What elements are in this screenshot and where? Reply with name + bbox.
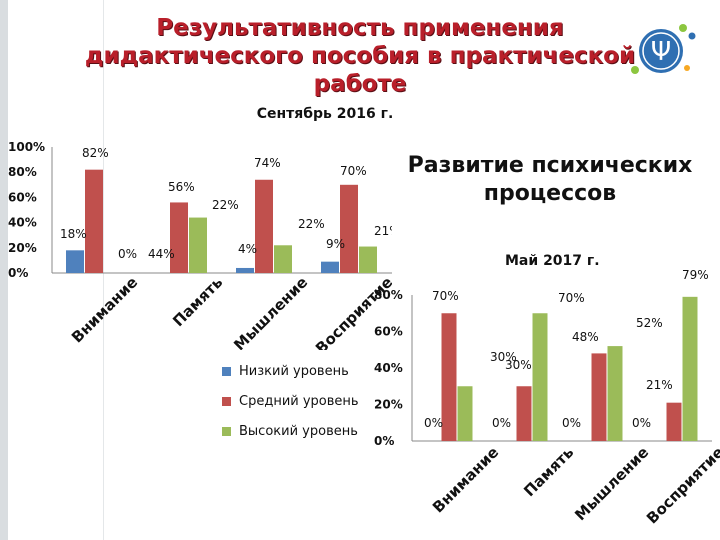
psi-logo-icon: Ψ: [631, 24, 696, 74]
data-label: 56%: [168, 180, 195, 194]
data-label: 74%: [254, 156, 281, 170]
data-label: 70%: [558, 291, 585, 305]
data-label: 0%: [118, 247, 137, 261]
bar-high: [607, 346, 623, 441]
data-label: 0%: [562, 416, 581, 430]
y-tick-label: 60%: [374, 325, 403, 339]
y-tick-label: 40%: [8, 216, 37, 230]
legend-item-high: Высокий уровень: [222, 416, 359, 446]
category-label: Мышление: [571, 443, 652, 524]
legend-label-mid: Средний уровень: [239, 393, 359, 409]
side-heading: Развитие психических процессов: [407, 153, 693, 206]
category-label: Внимание: [429, 443, 502, 516]
legend: Низкий уровень Средний уровень Высокий у…: [222, 356, 359, 446]
data-label: 79%: [682, 268, 709, 282]
svg-text:Ψ: Ψ: [651, 37, 671, 67]
bar-low: [236, 267, 254, 273]
legend-item-mid: Средний уровень: [222, 386, 359, 416]
bar-mid: [441, 313, 457, 441]
slide-title: Результативность применения дидактическо…: [84, 15, 636, 97]
data-label: 70%: [432, 289, 459, 303]
bar-mid: [516, 386, 532, 441]
data-label: 48%: [572, 330, 599, 344]
legend-label-high: Высокий уровень: [239, 423, 358, 439]
data-label: 0%: [632, 416, 651, 430]
y-tick-label: 0%: [374, 434, 394, 448]
y-tick-label: 100%: [8, 140, 45, 154]
data-label: 18%: [60, 227, 87, 241]
chart-may-2017: 0% 20% 40% 60% 80% Внимание ПамятьМышлениеВосп…: [374, 268, 720, 527]
bar-high: [682, 296, 698, 441]
bar-low: [66, 250, 84, 273]
data-label: 22%: [212, 198, 239, 212]
bar-mid: [85, 169, 103, 273]
data-label: 9%: [326, 237, 345, 251]
data-label: 0%: [492, 416, 511, 430]
data-label: 82%: [82, 146, 109, 160]
y-tick-label: 60%: [8, 190, 37, 204]
y-tick-label: 20%: [374, 398, 403, 412]
bar-mid: [591, 353, 607, 441]
category-label: Мышление: [230, 273, 311, 350]
data-label: 30%: [505, 358, 532, 372]
data-label: 44%: [148, 247, 175, 261]
legend-label-low: Низкий уровень: [239, 363, 349, 379]
category-label: Память: [169, 273, 226, 330]
y-tick-label: 80%: [374, 288, 403, 302]
legend-item-low: Низкий уровень: [222, 356, 359, 386]
chart2-title: Май 2017 г.: [505, 253, 600, 269]
y-tick-label: 80%: [8, 165, 37, 179]
bar-mid: [340, 184, 358, 273]
data-label: 30%: [490, 350, 517, 364]
decor-line: [103, 0, 104, 540]
bar-high: [189, 217, 207, 273]
bar-high: [359, 246, 377, 273]
chart1-title: Сентябрь 2016 г.: [256, 106, 394, 122]
category-label: Внимание: [68, 273, 141, 346]
legend-swatch-high: [222, 426, 231, 436]
bar-high: [532, 313, 548, 441]
data-label: 21%: [646, 378, 673, 392]
y-tick-label: 0%: [8, 266, 28, 280]
data-label: 70%: [340, 164, 367, 178]
bar-low: [321, 261, 339, 273]
legend-swatch-low: [222, 366, 231, 376]
legend-swatch-mid: [222, 396, 231, 406]
data-label: 0%: [424, 416, 443, 430]
chart-september-2016: 0% 20% 40% 60% 80% 100% Внимание Память Мышление…: [8, 140, 392, 350]
bar-mid: [666, 402, 682, 441]
bar-mid: [170, 202, 188, 273]
bar-high: [457, 386, 473, 441]
data-label: 22%: [298, 217, 325, 231]
data-label: 21%: [374, 224, 392, 238]
y-tick-label: 40%: [374, 361, 403, 375]
category-label: Восприятие: [643, 443, 720, 527]
y-tick-label: 20%: [8, 241, 37, 255]
bar-high: [274, 245, 292, 273]
left-decor-bar: [0, 0, 8, 540]
category-label: Память: [520, 443, 577, 500]
data-label: 4%: [238, 242, 257, 256]
bar-mid: [255, 179, 273, 273]
data-label: 52%: [636, 316, 663, 330]
